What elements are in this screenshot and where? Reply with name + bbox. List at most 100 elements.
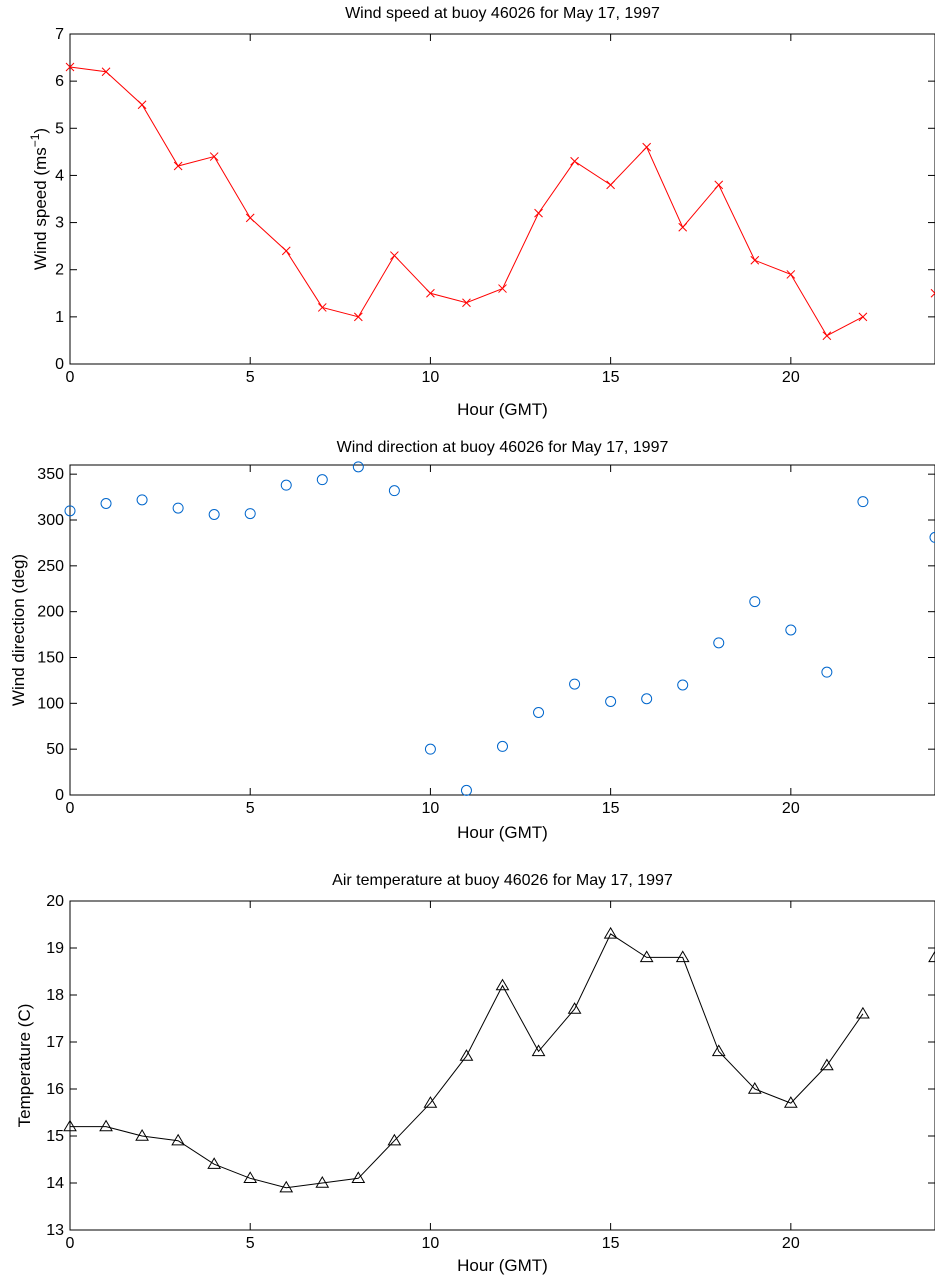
axes-frame [69, 464, 935, 796]
wind-speed-panel: Wind speed at buoy 46026 for May 17, 199… [28, 5, 935, 419]
y-tick-label: 2 [55, 262, 64, 279]
data-point [821, 666, 833, 678]
series-line [69, 66, 864, 337]
data-point [747, 1082, 762, 1094]
data-point [208, 509, 220, 520]
x-tick-label: 0 [66, 369, 75, 386]
x-tick-label: 5 [246, 1235, 255, 1252]
chart-title: Air temperature at buoy 46026 for May 17… [332, 872, 673, 889]
y-tick-label: 5 [55, 120, 64, 137]
x-tick-label: 5 [246, 369, 255, 386]
data-point [675, 950, 690, 963]
data-point [605, 696, 617, 707]
data-point [390, 251, 399, 260]
marker-stroke [101, 67, 111, 77]
chart-title: Wind speed at buoy 46026 for May 17, 199… [345, 5, 660, 22]
x-tick-label: 0 [66, 800, 75, 817]
y-axis-label: Wind speed (ms−1) [28, 128, 50, 270]
data-point [785, 624, 797, 636]
axes-frame [69, 900, 935, 1231]
data-point [606, 180, 615, 190]
marker-stroke [858, 312, 868, 322]
y-tick-label: 18 [46, 987, 64, 1004]
data-point [714, 180, 724, 190]
data-point [603, 926, 618, 939]
chart-title: Wind direction at buoy 46026 for May 17,… [337, 439, 669, 456]
data-point [857, 496, 869, 508]
y-axis-label-main: Wind direction (deg) [9, 554, 28, 706]
wind-direction-panel: Wind direction at buoy 46026 for May 17,… [9, 439, 935, 842]
marker-stroke [462, 298, 471, 308]
data-point [822, 331, 832, 341]
x-tick-label: 0 [66, 1235, 75, 1252]
data-point [820, 1058, 834, 1071]
marker-stroke [606, 180, 615, 190]
marker-stroke [570, 156, 579, 166]
y-tick-label: 200 [37, 604, 64, 621]
data-point [858, 312, 868, 322]
series-line [70, 933, 864, 1189]
y-tick-label: 0 [55, 787, 64, 804]
marker-stroke [930, 292, 935, 298]
data-point [316, 474, 328, 486]
marker-stroke [714, 180, 724, 190]
y-axis-label-tail: ) [31, 128, 50, 134]
y-tick-label: 6 [55, 73, 64, 90]
data-point [353, 312, 363, 322]
marker-stroke [209, 152, 219, 161]
data-point [462, 298, 471, 308]
data-point [209, 152, 219, 161]
y-tick-label: 20 [46, 893, 64, 910]
data-point [424, 743, 436, 755]
data-point [387, 1133, 402, 1146]
data-point [641, 693, 653, 705]
y-tick-label: 300 [37, 512, 64, 529]
data-point [750, 255, 760, 265]
x-axis-label: Hour (GMT) [457, 823, 548, 842]
marker-stroke [498, 284, 507, 293]
data-point [856, 1006, 870, 1019]
data-point [245, 213, 255, 223]
data-point [495, 978, 510, 991]
y-tick-label: 7 [55, 26, 64, 43]
data-point [136, 494, 148, 506]
marker-stroke [426, 288, 435, 298]
data-point [534, 208, 543, 218]
y-axis-label: Wind direction (deg) [9, 554, 28, 706]
data-point [713, 637, 725, 649]
y-tick-label: 16 [46, 1081, 64, 1098]
data-point [171, 1133, 185, 1146]
y-tick-label: 13 [46, 1222, 64, 1239]
y-axis-label-superscript: −1 [28, 133, 42, 147]
y-tick-label: 350 [37, 466, 64, 483]
y-tick-label: 150 [37, 650, 64, 667]
data-point [172, 502, 184, 514]
marker-stroke [65, 62, 75, 72]
marker-stroke [317, 303, 327, 312]
x-tick-label: 20 [782, 369, 800, 386]
data-point [173, 161, 183, 171]
data-point [678, 222, 688, 232]
data-point [351, 1171, 366, 1183]
axes-frame [69, 33, 935, 365]
y-tick-label: 1 [55, 309, 64, 326]
data-point [930, 288, 935, 298]
data-point [639, 950, 654, 963]
data-point [63, 1119, 77, 1132]
data-point [929, 531, 935, 543]
y-tick-label: 4 [55, 167, 64, 184]
data-point [281, 246, 291, 256]
data-point [749, 596, 761, 608]
marker-stroke [822, 331, 832, 341]
x-tick-label: 10 [422, 369, 440, 386]
air-temperature-panel: Air temperature at buoy 46026 for May 17… [15, 872, 935, 1275]
data-point [64, 505, 76, 517]
marker-stroke [173, 161, 183, 171]
marker-stroke [786, 270, 796, 279]
data-point [101, 67, 111, 77]
marker-stroke [245, 213, 255, 223]
data-point [711, 1044, 726, 1057]
data-point [569, 678, 581, 690]
data-point [317, 303, 327, 312]
